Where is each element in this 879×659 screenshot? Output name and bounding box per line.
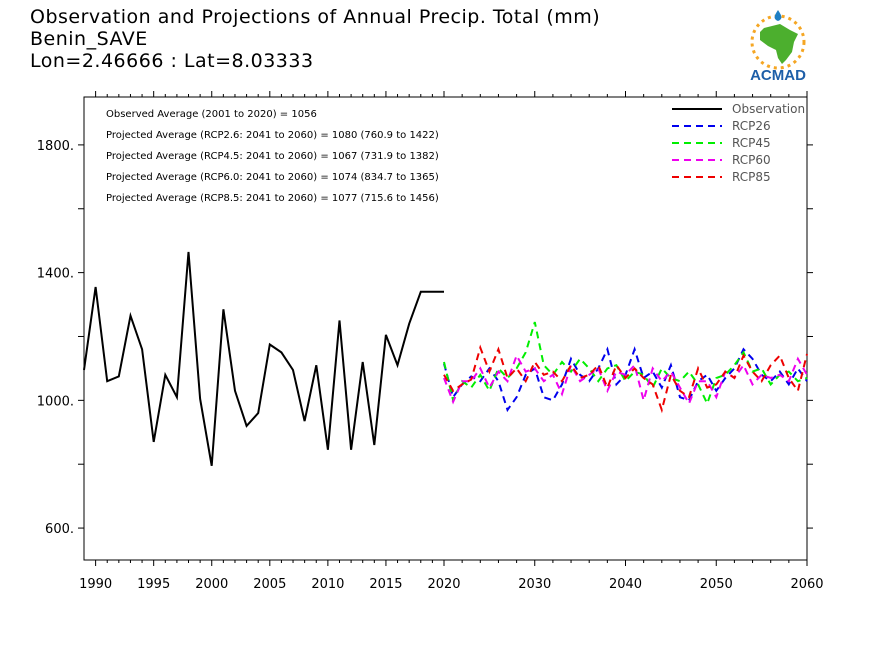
series-line-rcp85 bbox=[443, 344, 808, 414]
stat-line: Projected Average (RCP4.5: 2041 to 2060)… bbox=[106, 151, 439, 162]
stat-line: Projected Average (RCP6.0: 2041 to 2060)… bbox=[106, 172, 439, 183]
legend-label-rcp45: RCP45 bbox=[732, 136, 771, 150]
chart-title: Observation and Projections of Annual Pr… bbox=[30, 6, 601, 28]
stat-line: Projected Average (RCP2.6: 2041 to 2060)… bbox=[106, 130, 439, 141]
x-tick-label: 2000 bbox=[195, 577, 228, 592]
y-tick-label: 1800. bbox=[37, 139, 74, 154]
legend-label-observation: Observation bbox=[732, 102, 805, 116]
x-tick-label: 2060 bbox=[790, 577, 823, 592]
x-tick-label: 1995 bbox=[137, 577, 170, 592]
x-tick-label: 2040 bbox=[609, 577, 642, 592]
legend-label-rcp26: RCP26 bbox=[732, 119, 771, 133]
y-tick-label: 1400. bbox=[37, 267, 74, 282]
legend-label-rcp85: RCP85 bbox=[732, 170, 771, 184]
x-tick-label: 2010 bbox=[311, 577, 344, 592]
x-tick-label: 2020 bbox=[427, 577, 460, 592]
series-line-observation bbox=[83, 251, 444, 466]
x-tick-label: 2050 bbox=[700, 577, 733, 592]
series-line-rcp45 bbox=[443, 321, 808, 407]
stat-line: Observed Average (2001 to 2020) = 1056 bbox=[106, 109, 317, 120]
y-tick-label: 1000. bbox=[37, 394, 74, 409]
acmad-logo: ACMAD bbox=[750, 10, 806, 84]
x-tick-label: 2030 bbox=[518, 577, 551, 592]
x-tick-label: 2005 bbox=[253, 577, 286, 592]
x-tick-label: 2015 bbox=[369, 577, 402, 592]
chart-title-block: Observation and Projections of Annual Pr… bbox=[30, 6, 600, 72]
legend-label-rcp60: RCP60 bbox=[732, 153, 771, 167]
x-tick-label: 1990 bbox=[79, 577, 112, 592]
stat-line: Projected Average (RCP8.5: 2041 to 2060)… bbox=[106, 193, 439, 204]
station-coordinates: Lon=2.46666 : Lat=8.03333 bbox=[30, 50, 314, 72]
plot-frame bbox=[83, 96, 808, 561]
logo-text: ACMAD bbox=[750, 67, 806, 84]
series-line-rcp26 bbox=[443, 346, 808, 413]
y-tick-label: 600. bbox=[45, 522, 74, 537]
africa-map-icon bbox=[760, 24, 798, 64]
water-drop-icon bbox=[774, 10, 782, 21]
station-name: Benin_SAVE bbox=[30, 28, 148, 50]
